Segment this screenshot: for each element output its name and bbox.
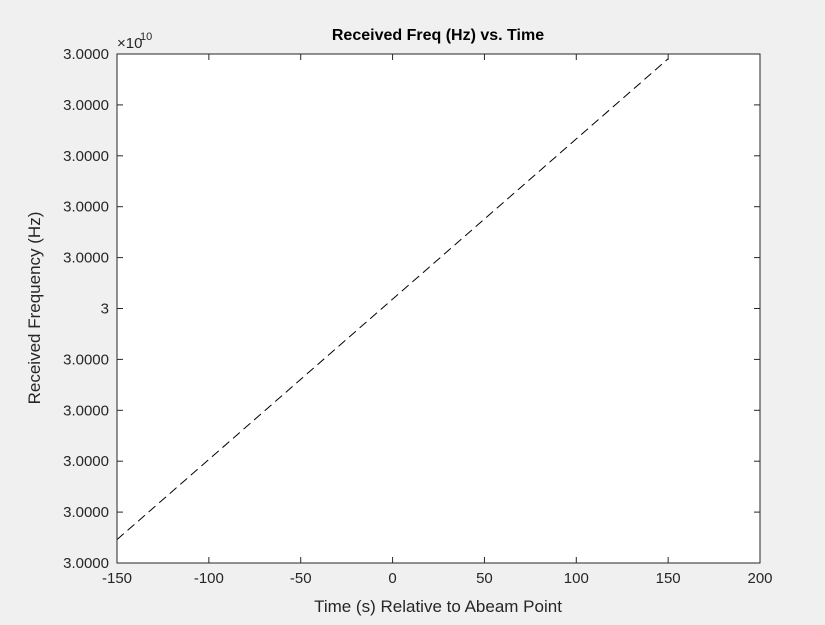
y-tick-label: 3.0000 [63,46,109,63]
x-tick-label: 100 [564,570,589,587]
y-tick-label: 3.0000 [63,402,109,419]
x-tick-label: -50 [290,570,312,587]
series-layer [116,58,669,540]
y-tick-label: 3 [101,301,109,318]
y-tick-label: 3.0000 [63,555,109,572]
y-tick-label: 3.0000 [63,199,109,216]
x-axis-ticks: -150 -100 -50 0 50 100 150 200 [102,54,773,587]
series-line [116,58,669,540]
plot-area [117,54,760,563]
chart-title: Received Freq (Hz) vs. Time [332,27,544,44]
y-exponent-base: ×10 [117,35,142,52]
axes-box [116,53,761,564]
y-axis-label: Received Frequency (Hz) [25,212,44,405]
y-exponent-power: 10 [140,31,152,43]
x-tick-label: 50 [476,570,493,587]
y-tick-label: 3.0000 [63,504,109,521]
x-tick-label: 0 [388,570,396,587]
y-tick-label: 3.0000 [63,148,109,165]
y-tick-label: 3.0000 [63,250,109,267]
x-tick-label: 200 [747,570,772,587]
y-tick-label: 3.0000 [63,453,109,470]
y-exponent-label: ×10 10 [117,31,152,52]
x-axis-label: Time (s) Relative to Abeam Point [314,597,562,616]
y-tick-label: 3.0000 [63,351,109,368]
x-tick-label: -100 [194,570,224,587]
y-axis-ticks: 3.0000 3.0000 3.0000 3.0000 3.0000 3 3.0000 3.0… [63,46,760,572]
x-tick-label: -150 [102,570,132,587]
y-tick-label: 3.0000 [63,97,109,114]
x-tick-label: 150 [656,570,681,587]
